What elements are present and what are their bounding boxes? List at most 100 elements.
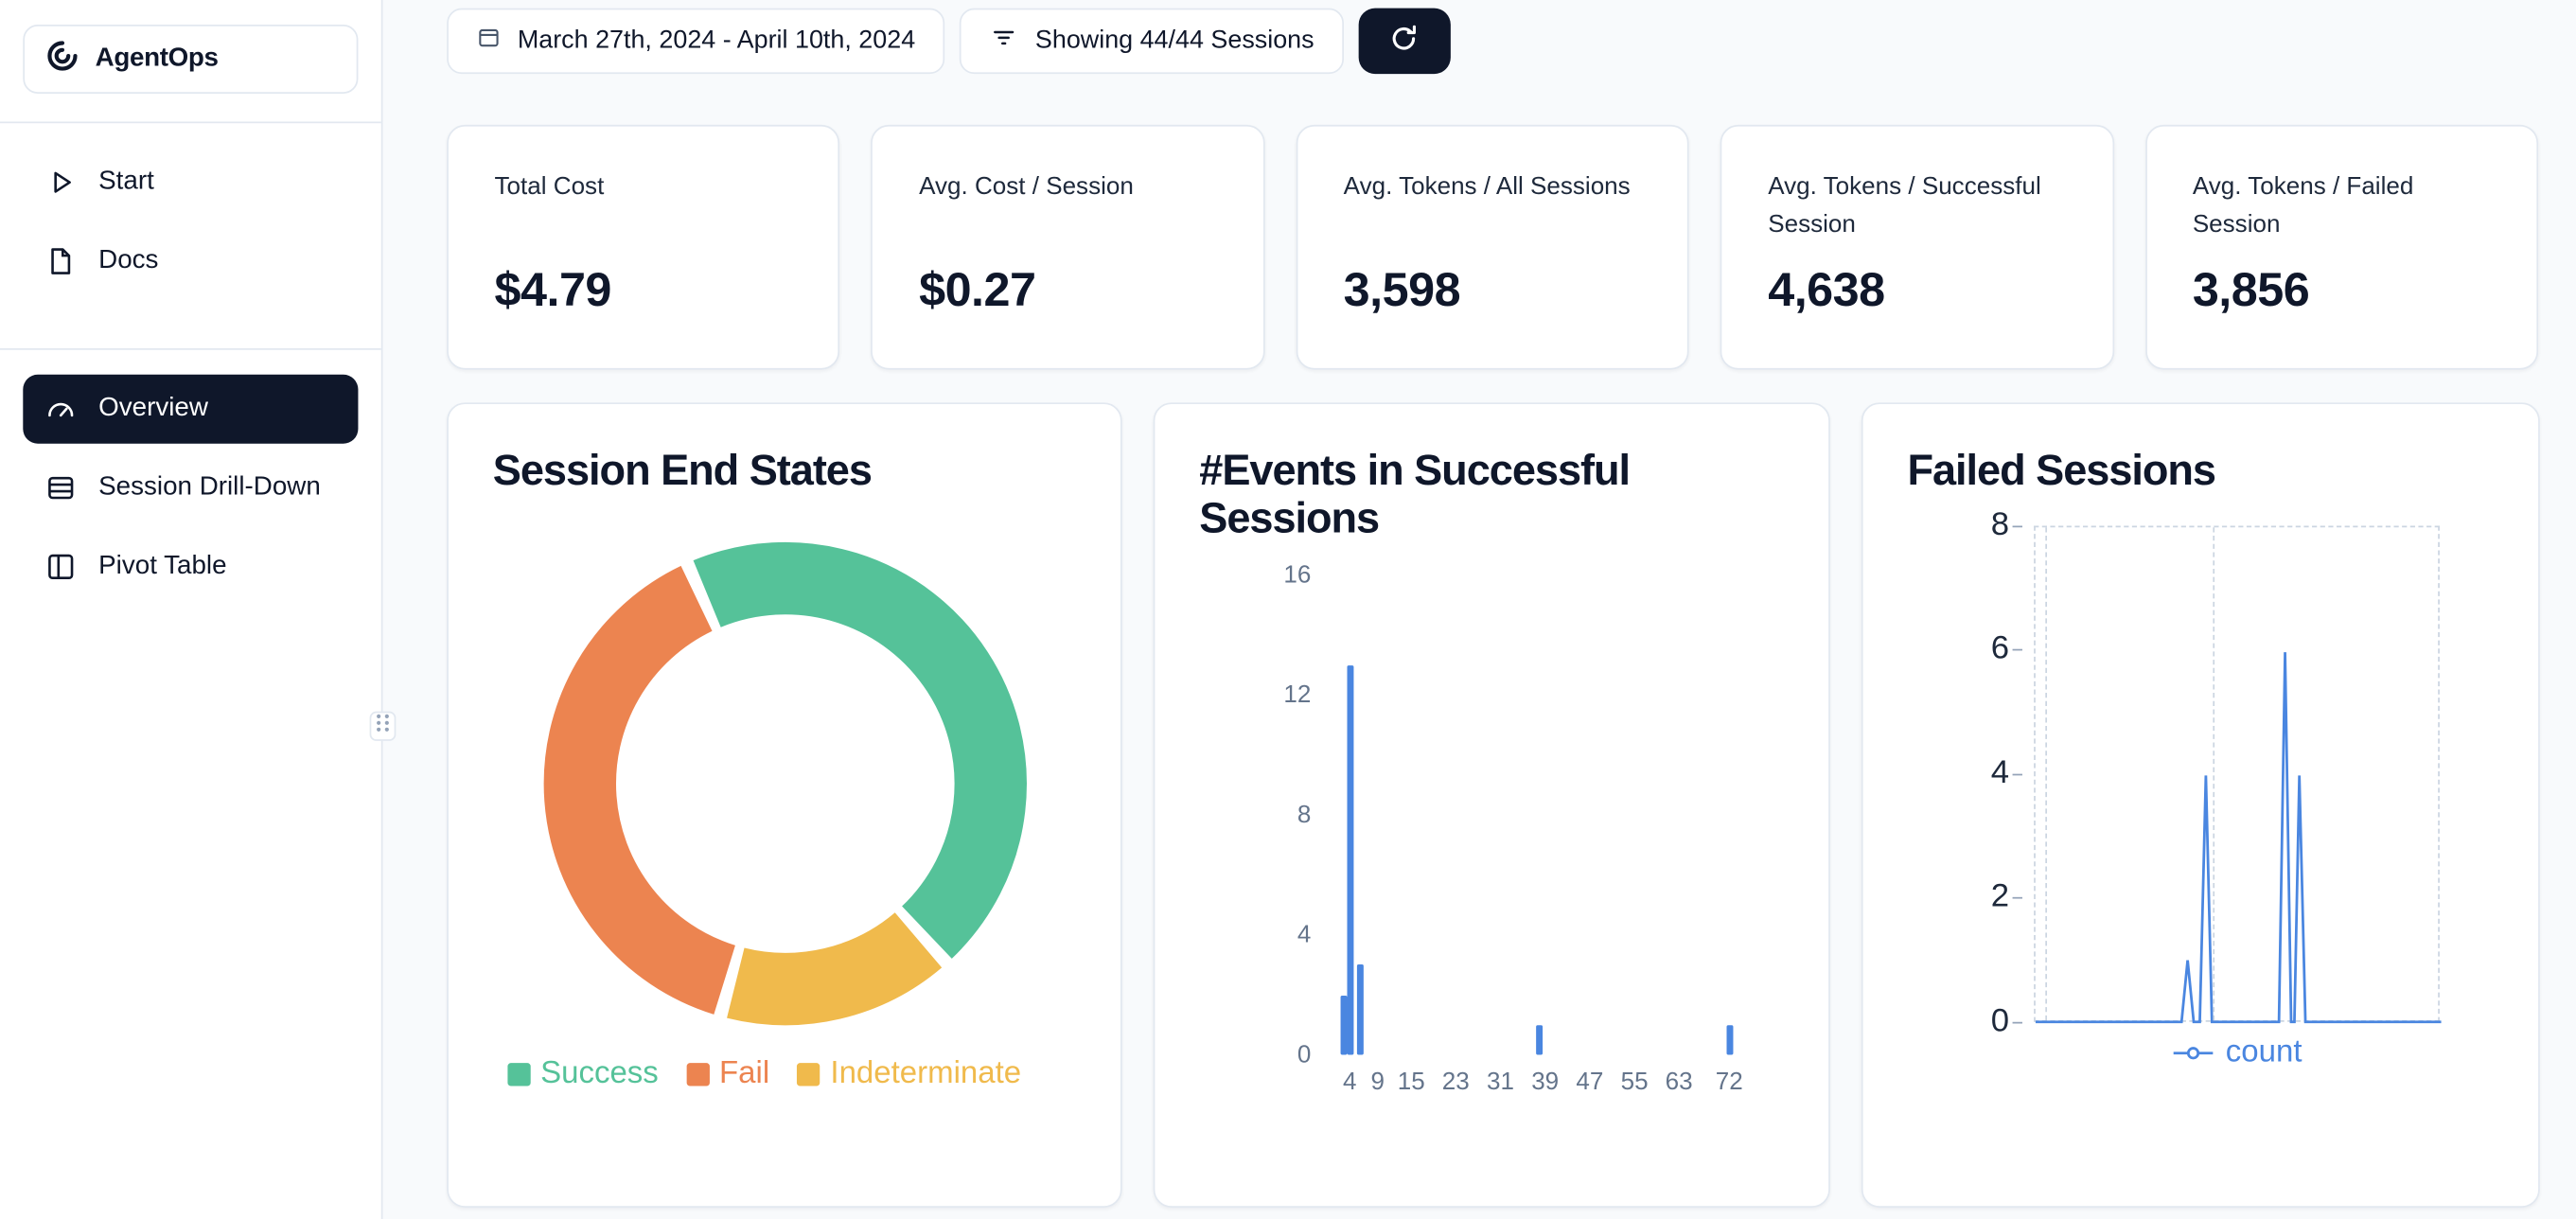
charts-row: Session End States Success Fail Indeterm…	[447, 402, 2540, 1208]
document-icon	[44, 245, 78, 278]
sidebar-resize-handle[interactable]	[369, 711, 397, 741]
histogram-bar	[1340, 995, 1348, 1055]
sidebar-nav-group: Overview Session Drill-Down Pivot Table	[0, 350, 381, 627]
legend-swatch	[507, 1062, 531, 1086]
sidebar-item-overview[interactable]: Overview	[23, 374, 359, 444]
y-tick-label: 4	[1297, 921, 1312, 949]
histogram-bar	[1725, 1025, 1733, 1055]
legend-label: Indeterminate	[830, 1055, 1022, 1090]
sidebar-item-start[interactable]: Start	[23, 148, 358, 217]
y-tick-mark	[2012, 524, 2022, 527]
x-tick-label: 9	[1370, 1068, 1385, 1097]
y-tick-label: 2	[1990, 878, 2010, 915]
histogram-bar	[1346, 664, 1353, 1055]
y-axis: 8 6 4 2 0	[1924, 506, 2022, 1038]
x-tick-label: 47	[1576, 1068, 1604, 1097]
refresh-button[interactable]	[1358, 8, 1451, 75]
sidebar-divider	[0, 348, 381, 350]
stat-card-avg-tokens-failed-session: Avg. Tokens / Failed Session 3,856	[2144, 124, 2539, 370]
date-range-button[interactable]: March 27th, 2024 - April 10th, 2024	[447, 8, 945, 75]
stat-value: 3,598	[1343, 264, 1461, 318]
legend-item-indeterminate[interactable]: Indeterminate	[797, 1055, 1022, 1092]
drill-down-icon	[44, 471, 78, 504]
sidebar-item-session-drill-down[interactable]: Session Drill-Down	[23, 453, 358, 522]
sidebar: AgentOps Start Docs Overview Session Dri…	[0, 0, 383, 1219]
pivot-table-icon	[44, 551, 78, 584]
filter-icon	[989, 22, 1018, 60]
sessions-filter-button[interactable]: Showing 44/44 Sessions	[960, 8, 1344, 75]
x-tick-label: 15	[1397, 1068, 1425, 1097]
y-tick-label: 0	[1990, 1002, 2010, 1039]
plot-area	[1328, 575, 1763, 1055]
chart-title: #Events in Successful Sessions	[1199, 445, 1631, 542]
stat-card-avg-tokens-all-sessions: Avg. Tokens / All Sessions 3,598	[1296, 124, 1689, 370]
main-content: March 27th, 2024 - April 10th, 2024 Show…	[382, 0, 2576, 1219]
histogram-bar	[1357, 964, 1365, 1055]
count-line-series	[2035, 651, 2442, 1023]
stat-value: $4.79	[494, 264, 612, 318]
events-histogram: 0 4 8 12 16 4 9 15 23 31 39 47 55 63 72	[1199, 561, 1784, 1126]
legend-label: Fail	[719, 1055, 770, 1090]
y-tick-label: 8	[1297, 801, 1312, 830]
x-tick-label: 31	[1486, 1068, 1514, 1097]
legend-label: Success	[540, 1055, 659, 1090]
x-tick-label: 55	[1620, 1068, 1649, 1097]
line-marker-icon	[2172, 1034, 2214, 1070]
agentops-logo[interactable]: AgentOps	[23, 25, 359, 94]
sidebar-item-docs[interactable]: Docs	[23, 227, 358, 296]
legend-item-fail[interactable]: Fail	[686, 1056, 769, 1092]
sessions-filter-label: Showing 44/44 Sessions	[1034, 26, 1314, 55]
topbar: March 27th, 2024 - April 10th, 2024 Show…	[447, 8, 1451, 75]
x-axis: 4 9 15 23 31 39 47 55 63 72	[1328, 1069, 1763, 1102]
x-tick-label: 63	[1665, 1068, 1693, 1097]
stat-value: 3,856	[2192, 264, 2310, 318]
sidebar-divider	[0, 121, 381, 124]
y-axis: 0 4 8 12 16	[1232, 561, 1312, 1069]
y-tick-label: 6	[1990, 629, 2010, 667]
app-name: AgentOps	[95, 44, 219, 73]
donut-legend: Success Fail Indeterminate	[493, 1056, 1076, 1092]
line-legend-item[interactable]: count	[2034, 1034, 2440, 1070]
y-tick-mark	[2012, 772, 2022, 775]
legend-item-success[interactable]: Success	[507, 1055, 659, 1092]
failed-sessions-chart: 8 6 4 2 0 count	[1907, 506, 2494, 1117]
grid-line	[2213, 526, 2214, 1020]
y-tick-mark	[2012, 1021, 2022, 1023]
stat-value: 4,638	[1768, 264, 1885, 318]
stat-value: $0.27	[919, 264, 1036, 318]
plot-area	[2034, 524, 2442, 1023]
stat-label: Avg. Tokens / Failed Session	[2192, 172, 2414, 238]
x-tick-label: 39	[1531, 1068, 1560, 1097]
date-range-label: March 27th, 2024 - April 10th, 2024	[517, 26, 916, 55]
stat-label: Total Cost	[494, 172, 605, 201]
legend-swatch	[797, 1062, 821, 1086]
session-end-states-donut	[493, 537, 1076, 1030]
stat-label: Avg. Cost / Session	[919, 172, 1134, 201]
y-tick-label: 16	[1283, 561, 1312, 590]
calendar-icon	[476, 25, 501, 58]
histogram-bar	[1536, 1025, 1544, 1055]
stat-cards-row: Total Cost $4.79 Avg. Cost / Session $0.…	[447, 124, 2539, 370]
y-tick-mark	[2012, 648, 2022, 651]
stat-card-avg-cost-session: Avg. Cost / Session $0.27	[871, 124, 1265, 370]
sidebar-item-pivot-table[interactable]: Pivot Table	[23, 532, 358, 601]
stat-label: Avg. Tokens / All Sessions	[1343, 172, 1631, 201]
line-legend-label: count	[2225, 1034, 2303, 1069]
events-histogram-card: #Events in Successful Sessions 0 4 8 12 16 4…	[1153, 402, 1830, 1208]
y-tick-label: 8	[1990, 505, 2010, 543]
donut-segment-fail	[542, 565, 735, 1015]
y-tick-mark	[2012, 897, 2022, 899]
play-icon	[44, 166, 78, 199]
chart-title: Session End States	[492, 445, 873, 495]
y-tick-label: 0	[1297, 1041, 1312, 1069]
donut-segment-indeterminate	[726, 910, 942, 1025]
grip-dots-icon	[375, 712, 391, 741]
y-tick-label: 12	[1283, 680, 1312, 710]
stat-label: Avg. Tokens / Successful Session	[1768, 172, 2041, 238]
stat-card-avg-tokens-successful-session: Avg. Tokens / Successful Session 4,638	[1720, 124, 2114, 370]
legend-swatch	[686, 1062, 710, 1086]
agentops-logo-icon	[44, 37, 80, 81]
failed-sessions-card: Failed Sessions 8 6 4 2 0 count	[1861, 402, 2540, 1208]
x-tick-label: 72	[1715, 1068, 1743, 1097]
